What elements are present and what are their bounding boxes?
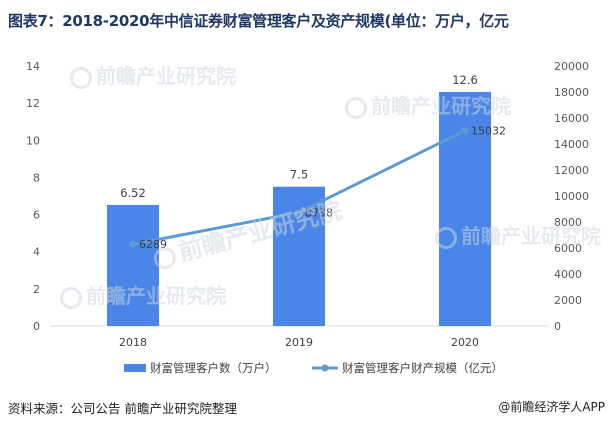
legend-bar-swatch — [124, 364, 146, 372]
y-right-tick-label: 18000 — [554, 86, 589, 99]
chart-title: 图表7：2018-2020年中信证券财富管理客户及资产规模(单位：万户，亿元 — [8, 12, 509, 30]
x-tick-label: 2019 — [285, 336, 313, 349]
y-right-tick-label: 20000 — [554, 60, 589, 73]
line-point — [295, 208, 303, 216]
y-right-tick-label: 10000 — [554, 190, 589, 203]
line-data-label: 6289 — [139, 238, 167, 251]
line-point — [461, 127, 469, 135]
y-left-tick-label: 14 — [26, 60, 40, 73]
bar-data-label: 7.5 — [290, 168, 308, 182]
source-text: 资料来源：公司公告 前瞻产业研究院整理 — [8, 401, 237, 416]
bar-data-label: 12.6 — [452, 73, 478, 87]
y-left-tick-label: 10 — [26, 134, 40, 147]
y-right-tick-label: 4000 — [554, 268, 582, 281]
y-left-tick-label: 0 — [33, 320, 40, 333]
bar — [107, 204, 159, 326]
x-tick-label: 2020 — [451, 336, 479, 349]
y-right-tick-label: 14000 — [554, 138, 589, 151]
y-left-tick-label: 2 — [33, 283, 40, 296]
brand-text: @前瞻经济学人APP — [498, 400, 605, 414]
y-right-tick-label: 2000 — [554, 294, 582, 307]
y-left-tick-label: 12 — [26, 97, 40, 110]
y-right-tick-label: 12000 — [554, 164, 589, 177]
legend-bar-label: 财富管理客户数（万户） — [150, 361, 277, 375]
legend-line-label: 财富管理客户财产规模（亿元） — [342, 361, 503, 375]
y-right-tick-label: 6000 — [554, 242, 582, 255]
y-left-tick-label: 8 — [33, 171, 40, 184]
y-right-tick-label: 0 — [554, 320, 561, 333]
line-data-label: 15032 — [471, 125, 506, 138]
x-tick-label: 2018 — [119, 336, 147, 349]
bar-data-label: 6.52 — [120, 186, 146, 200]
line-point — [129, 240, 137, 248]
footer: 资料来源：公司公告 前瞻产业研究院整理 @前瞻经济学人APP — [8, 398, 605, 417]
y-left-tick-label: 4 — [33, 246, 40, 259]
y-left-tick-label: 6 — [33, 209, 40, 222]
legend-line-marker — [321, 364, 329, 372]
y-right-tick-label: 16000 — [554, 112, 589, 125]
line-data-label: 8738 — [305, 206, 333, 219]
y-right-tick-label: 8000 — [554, 216, 582, 229]
